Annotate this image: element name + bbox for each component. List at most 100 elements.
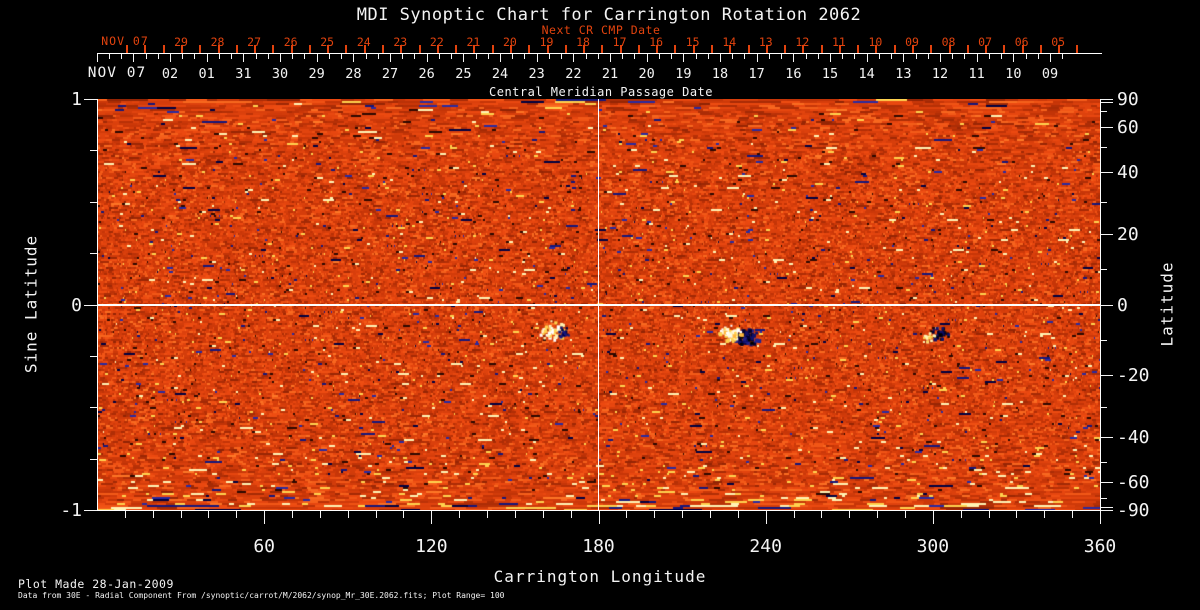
next-cr-tick	[308, 45, 311, 53]
equator-gridline	[97, 304, 1100, 306]
cmp-day-label: 21	[601, 66, 619, 82]
cmp-day-label: 31	[235, 66, 252, 82]
next-cr-tick	[1021, 45, 1024, 53]
longitude-tick	[264, 511, 266, 524]
longitude-tick	[1100, 511, 1101, 524]
longitude-tick	[1044, 511, 1046, 518]
cmp-tick	[524, 54, 526, 59]
next-cr-day-label: 08	[941, 35, 956, 49]
cmp-tick	[756, 54, 758, 62]
next-cr-day-label: 28	[210, 35, 225, 49]
next-cr-day-label: 16	[649, 35, 664, 49]
next-cr-day-label: 12	[795, 35, 810, 49]
latitude-tick	[1101, 234, 1113, 236]
longitude-tick	[542, 511, 544, 518]
sine-latitude-tick	[90, 407, 97, 409]
longitude-tick	[1072, 511, 1074, 518]
top-axis-line	[97, 53, 1102, 54]
cmp-tick	[304, 54, 306, 59]
cmp-tick	[500, 54, 501, 62]
latitude-tick	[1101, 147, 1107, 149]
cmp-tick	[866, 54, 868, 62]
longitude-tick	[737, 511, 739, 518]
next-cr-tick	[692, 45, 695, 53]
cmp-day-label: 13	[895, 66, 912, 82]
latitude-tick	[1101, 407, 1107, 409]
latitude-tick-label: 90	[1117, 89, 1139, 110]
cmp-tick	[1037, 54, 1039, 59]
next-cr-tick	[363, 45, 366, 53]
next-cr-tick	[126, 45, 129, 53]
longitude-tick	[375, 511, 377, 518]
cmp-tick	[170, 54, 171, 62]
cmp-tick	[610, 54, 611, 62]
longitude-tick-label: 300	[916, 536, 950, 557]
longitude-tick	[849, 511, 851, 518]
cmp-tick	[695, 54, 697, 59]
cmp-tick	[548, 54, 550, 59]
longitude-tick-label: 240	[749, 536, 782, 557]
next-cr-day-label: 29	[174, 35, 188, 49]
cmp-tick	[927, 54, 929, 59]
next-cr-tick	[583, 45, 586, 53]
next-cr-day-label: 27	[247, 35, 262, 49]
latitude-tick-label: -60	[1117, 472, 1150, 494]
longitude-tick	[932, 511, 934, 524]
next-cr-tick	[546, 45, 549, 53]
longitude-tick-label: 60	[253, 536, 275, 557]
cmp-tick	[561, 54, 563, 59]
longitude-tick	[709, 511, 711, 518]
sine-latitude-tick	[90, 355, 97, 357]
cmp-day-label: 23	[528, 66, 545, 82]
next-cr-tick	[1003, 45, 1006, 53]
cmp-tick	[781, 54, 783, 59]
longitude-tick	[292, 511, 294, 518]
longitude-tick	[682, 511, 684, 518]
cmp-tick	[720, 54, 721, 62]
cmp-tick	[988, 54, 990, 59]
latitude-tick	[1101, 102, 1113, 104]
cmp-tick	[976, 54, 978, 62]
next-cr-day-label: 18	[576, 35, 590, 49]
cmp-tick	[157, 54, 159, 59]
cmp-tick	[1050, 54, 1051, 62]
next-cr-tick	[345, 45, 348, 53]
sine-latitude-tick	[90, 458, 97, 460]
cmp-day-label: 19	[675, 66, 692, 82]
longitude-tick	[347, 511, 349, 518]
cmp-tick	[451, 54, 453, 59]
longitude-tick-label: 120	[415, 536, 448, 557]
latitude-tick	[1101, 268, 1107, 270]
latitude-tick	[1101, 510, 1113, 511]
cmp-tick	[585, 54, 587, 59]
next-cr-tick	[930, 45, 933, 53]
next-cr-day-label: 06	[1014, 35, 1029, 49]
cmp-tick	[597, 54, 599, 59]
longitude-tick	[487, 511, 489, 518]
next-cr-day-label: 11	[831, 35, 846, 49]
longitude-tick	[570, 511, 572, 518]
next-cr-tick	[327, 45, 330, 53]
latitude-tick-label: -40	[1117, 426, 1150, 448]
cmp-tick	[1013, 54, 1015, 62]
cmp-tick	[1025, 54, 1027, 59]
next-cr-day-label: 10	[868, 35, 883, 49]
next-cr-tick	[1076, 45, 1079, 53]
longitude-tick	[403, 511, 405, 518]
cmp-tick	[683, 54, 685, 62]
longitude-tick	[124, 511, 126, 518]
longitude-tick	[208, 511, 210, 518]
cmp-tick	[622, 54, 624, 59]
cmp-tick	[353, 54, 355, 62]
longitude-tick	[821, 511, 823, 518]
cmp-tick	[133, 54, 135, 62]
next-cr-day-label: 05	[1051, 35, 1066, 49]
sine-latitude-tick-label: 1	[71, 89, 82, 110]
longitude-tick	[180, 511, 182, 518]
next-cr-tick	[400, 45, 403, 53]
next-cr-tick	[564, 45, 567, 53]
longitude-tick	[793, 511, 795, 518]
latitude-tick-label: -90	[1117, 500, 1150, 521]
longitude-tick	[877, 511, 879, 518]
